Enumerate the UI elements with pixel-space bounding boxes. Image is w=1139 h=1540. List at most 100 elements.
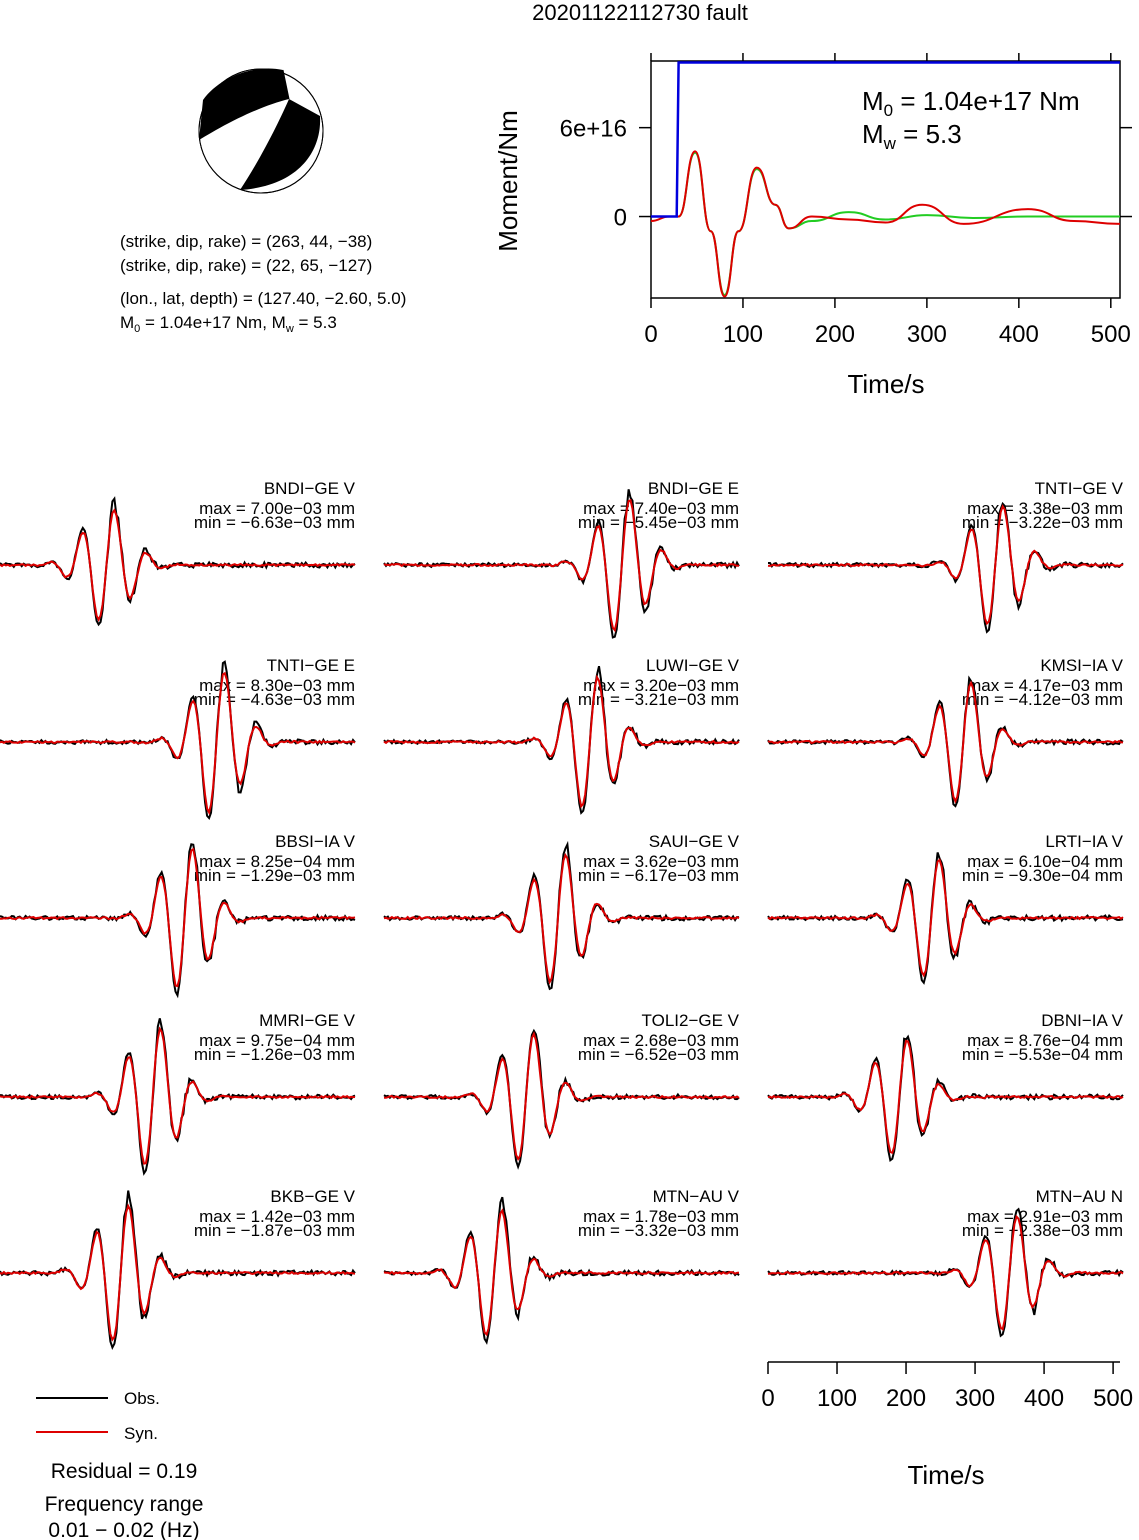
frequency-range-label: Frequency range [45,1493,204,1516]
waveform-synthetic [383,498,740,633]
stf-ytick-label: 6e+16 [560,116,627,143]
station-name: BNDI−GE V [264,479,356,498]
station-min: min = −1.87e−03 mm [194,1221,355,1240]
station-min: min = −3.22e−03 mm [962,513,1123,532]
stf-xtick-label: 300 [907,321,947,348]
station-name: BKB−GE V [270,1187,355,1206]
residual-label: Residual = 0.19 [51,1460,198,1483]
station-max: max = 1.78e−03 mm [583,1207,739,1226]
legend: Obs. Syn. [36,1389,160,1443]
station-min: min = −6.63e−03 mm [194,513,355,532]
beachball-quadrant-upper [199,68,289,140]
station-min: min = −4.63e−03 mm [194,690,355,709]
stf-series-blue [651,61,1120,218]
legend-syn-label: Syn. [124,1424,158,1443]
stf-ylabel: Moment/Nm [493,110,523,252]
station-max: max = 1.42e−03 mm [199,1207,355,1226]
stf-xtick-label: 200 [815,321,855,348]
station-min: min = −3.32e−03 mm [578,1221,739,1240]
stf-xlabel: Time/s [847,369,924,399]
stf-ytick-label: 0 [614,205,627,232]
stf-ticks: 0 100 200 300 400 500 0 6e+16 [560,53,1132,348]
waveform-xtick-label: 300 [955,1385,995,1412]
station-max: max = 4.17e−03 mm [967,676,1123,695]
station-name: TNTI−GE E [267,656,355,675]
station-min: min = −4.12e−03 mm [962,690,1123,709]
waveform-synthetic [383,1031,740,1162]
waveform-synthetic [0,671,356,816]
mechanism-line-1: (strike, dip, rake) = (263, 44, −38) [120,232,372,251]
station-max: max = 8.30e−03 mm [199,676,355,695]
mechanism-line-3: (lon., lat, depth) = (127.40, −2.60, 5.0… [120,289,406,308]
station-name: LRTI−IA V [1045,832,1123,851]
station-max: max = 3.62e−03 mm [583,852,739,871]
station-name: TOLI2−GE V [642,1011,740,1030]
waveform-xlabel: Time/s [907,1460,984,1490]
waveform-synthetic [0,1203,356,1342]
waveform-synthetic [767,1214,1124,1331]
waveform-xtick-label: 500 [1093,1385,1133,1412]
station-max: max = 7.40e−03 mm [583,499,739,518]
station-max: max = 8.25e−04 mm [199,852,355,871]
mechanism-line-4: M0 = 1.04e+17 Nm, Mw = 5.3 [120,313,337,335]
figure-title: 20201122112730 fault [532,0,748,25]
frequency-range-value: 0.01 − 0.02 (Hz) [48,1519,199,1540]
waveform-synthetic [0,847,356,988]
station-max: max = 3.20e−03 mm [583,676,739,695]
waveform-synthetic [767,680,1123,804]
station-min: min = −2.38e−03 mm [962,1221,1123,1240]
waveform-synthetic [383,1208,740,1337]
waveform-synthetic [767,858,1124,978]
waveform-synthetic [767,504,1124,626]
mechanism-line-2: (strike, dip, rake) = (22, 65, −127) [120,256,372,275]
stf-xtick-label: 0 [644,321,657,348]
beachball [198,68,324,194]
stf-series-green [650,151,1120,297]
station-name: TNTI−GE V [1035,479,1124,498]
station-max: max = 8.76e−04 mm [967,1031,1123,1050]
legend-obs-label: Obs. [124,1389,160,1408]
stf-plot-frame [650,60,1121,299]
stf-xtick-label: 400 [999,321,1039,348]
station-name: KMSI−IA V [1040,656,1123,675]
waveform-synthetic [383,852,740,985]
station-min: min = −9.30e−04 mm [962,866,1123,885]
station-name: MMRI−GE V [259,1011,356,1030]
station-min: min = −1.29e−03 mm [194,866,355,885]
station-max: max = 2.91e−03 mm [967,1207,1123,1226]
station-name: SAUI−GE V [649,832,740,851]
waveform-xtick-label: 400 [1024,1385,1064,1412]
waveform-observed [383,1196,740,1345]
waveform-synthetic [0,1026,356,1165]
station-name: BBSI−IA V [275,832,356,851]
station-name: LUWI−GE V [646,656,740,675]
stf-xtick-label: 500 [1091,321,1131,348]
station-name: BNDI−GE E [648,479,739,498]
waveform-xtick-label: 200 [886,1385,926,1412]
station-min: min = −5.53e−04 mm [962,1045,1123,1064]
station-min: min = −6.52e−03 mm [578,1045,739,1064]
station-max: max = 6.10e−04 mm [967,852,1123,871]
stf-m0-label: M0 = 1.04e+17 Nm [862,86,1080,120]
stf-mw-label: Mw = 5.3 [862,119,962,153]
station-name: MTN−AU V [653,1187,740,1206]
station-min: min = −1.26e−03 mm [194,1045,355,1064]
station-max: max = 7.00e−03 mm [199,499,355,518]
waveform-synthetic [767,1039,1124,1155]
